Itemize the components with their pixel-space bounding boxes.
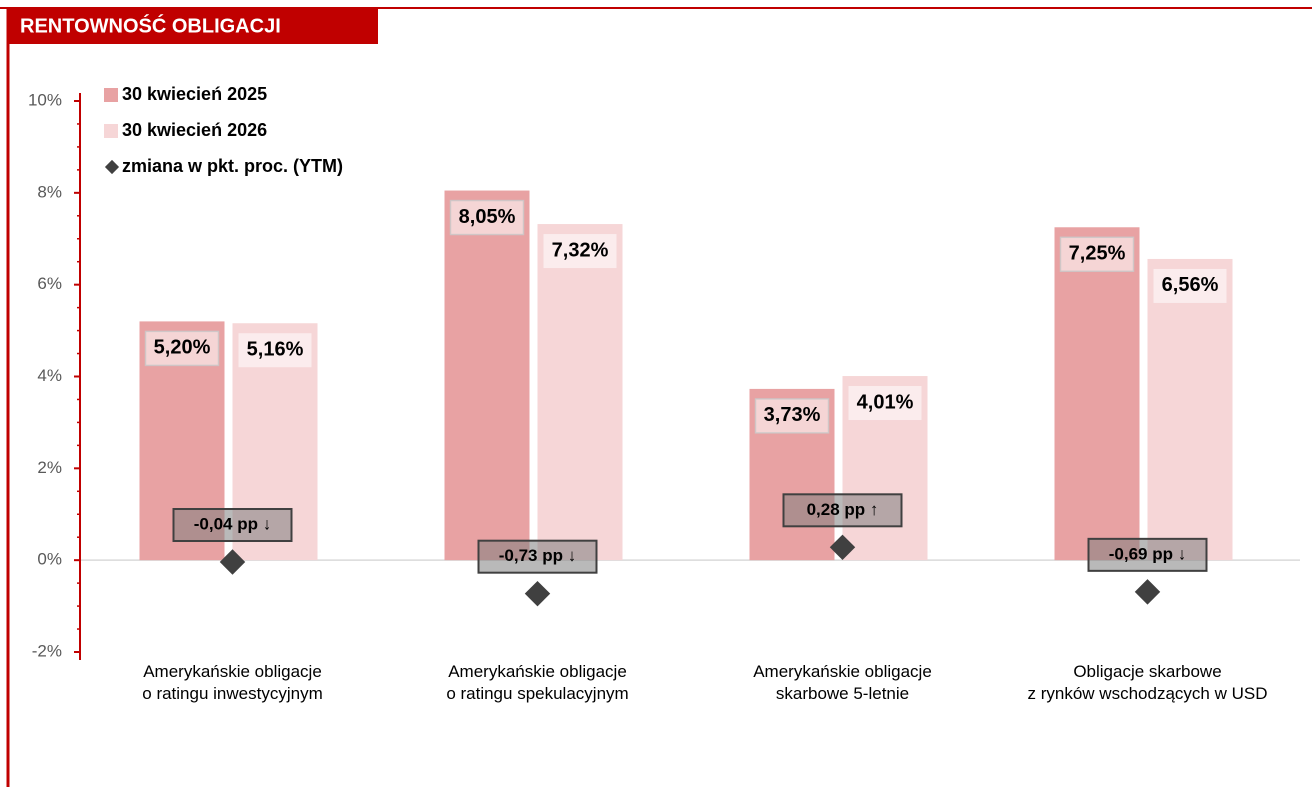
title-banner bbox=[8, 8, 378, 44]
legend-label: zmiana w pkt. proc. (YTM) bbox=[122, 156, 343, 176]
x-tick-label: Amerykańskie obligacje skarbowe 5-letnie bbox=[753, 662, 932, 703]
x-tick-label: Amerykańskie obligacje o ratingu spekulac… bbox=[446, 662, 628, 703]
value-label-box bbox=[1153, 268, 1227, 303]
x-tick-line: o ratingu inwestycyjnym bbox=[142, 684, 322, 703]
change-label: 0,28 pp ↑ bbox=[807, 500, 879, 519]
chart-title: RENTOWNOŚĆ OBLIGACJI bbox=[20, 13, 281, 37]
value-label-box bbox=[1059, 236, 1135, 273]
value-label-box bbox=[238, 333, 312, 368]
value-label-box bbox=[144, 330, 220, 367]
diamond-marker bbox=[524, 580, 551, 607]
x-tick-line: o ratingu spekulacyjnym bbox=[446, 684, 628, 703]
value-label: 5,20% bbox=[154, 337, 211, 359]
legend-swatch bbox=[104, 159, 120, 175]
diamond-marker bbox=[219, 549, 246, 575]
change-label: -0,04 pp ↓ bbox=[194, 514, 271, 533]
x-tick-label: Obligacje skarbowe z rynków wschodzących … bbox=[1028, 662, 1268, 703]
value-label-box bbox=[754, 398, 830, 434]
value-label-box bbox=[848, 386, 922, 421]
y-tick-label: 8% bbox=[37, 182, 62, 201]
bar bbox=[1147, 258, 1233, 561]
change-label: -0,73 pp ↓ bbox=[499, 546, 576, 565]
bar bbox=[537, 224, 623, 561]
legend-swatch bbox=[104, 88, 118, 102]
value-label: 8,05% bbox=[459, 206, 516, 228]
value-label: 4,01% bbox=[857, 391, 914, 413]
change-label-box bbox=[172, 508, 293, 543]
change-label: -0,69 pp ↓ bbox=[1109, 544, 1186, 563]
diamond-marker bbox=[829, 534, 856, 561]
value-label: 7,32% bbox=[552, 239, 609, 261]
x-tick-line: Amerykańskie obligacje bbox=[143, 662, 322, 681]
value-label-box bbox=[543, 234, 617, 269]
value-label: 3,73% bbox=[764, 404, 821, 426]
change-label-box bbox=[477, 539, 598, 574]
y-tick-label: 0% bbox=[37, 550, 62, 569]
value-label-box bbox=[449, 199, 525, 236]
legend-swatch bbox=[104, 124, 118, 138]
x-tick-line: skarbowe 5-letnie bbox=[776, 684, 909, 703]
change-label-box bbox=[782, 493, 903, 528]
bar bbox=[1054, 227, 1140, 561]
y-tick-label: 10% bbox=[28, 90, 62, 109]
value-label: 7,25% bbox=[1069, 243, 1126, 265]
x-tick-line: z rynków wschodzących w USD bbox=[1028, 684, 1268, 703]
x-tick-label: Amerykańskie obligacje o ratingu inwestyc… bbox=[142, 662, 322, 703]
bar bbox=[444, 190, 530, 561]
x-tick-line: Obligacje skarbowe bbox=[1073, 662, 1221, 681]
y-tick-label: -2% bbox=[32, 641, 62, 660]
value-label: 6,56% bbox=[1162, 274, 1219, 296]
y-tick-label: 6% bbox=[37, 274, 62, 293]
legend-label: 30 kwiecień 2025 bbox=[122, 84, 267, 104]
y-tick-label: 2% bbox=[37, 458, 62, 477]
legend-label: 30 kwiecień 2026 bbox=[122, 120, 267, 140]
change-label-box bbox=[1087, 537, 1208, 572]
value-label: 5,16% bbox=[247, 339, 304, 361]
y-tick-label: 4% bbox=[37, 366, 62, 385]
x-tick-line: Amerykańskie obligacje bbox=[448, 662, 627, 681]
diamond-marker bbox=[1134, 579, 1161, 605]
x-tick-line: Amerykańskie obligacje bbox=[753, 662, 932, 681]
